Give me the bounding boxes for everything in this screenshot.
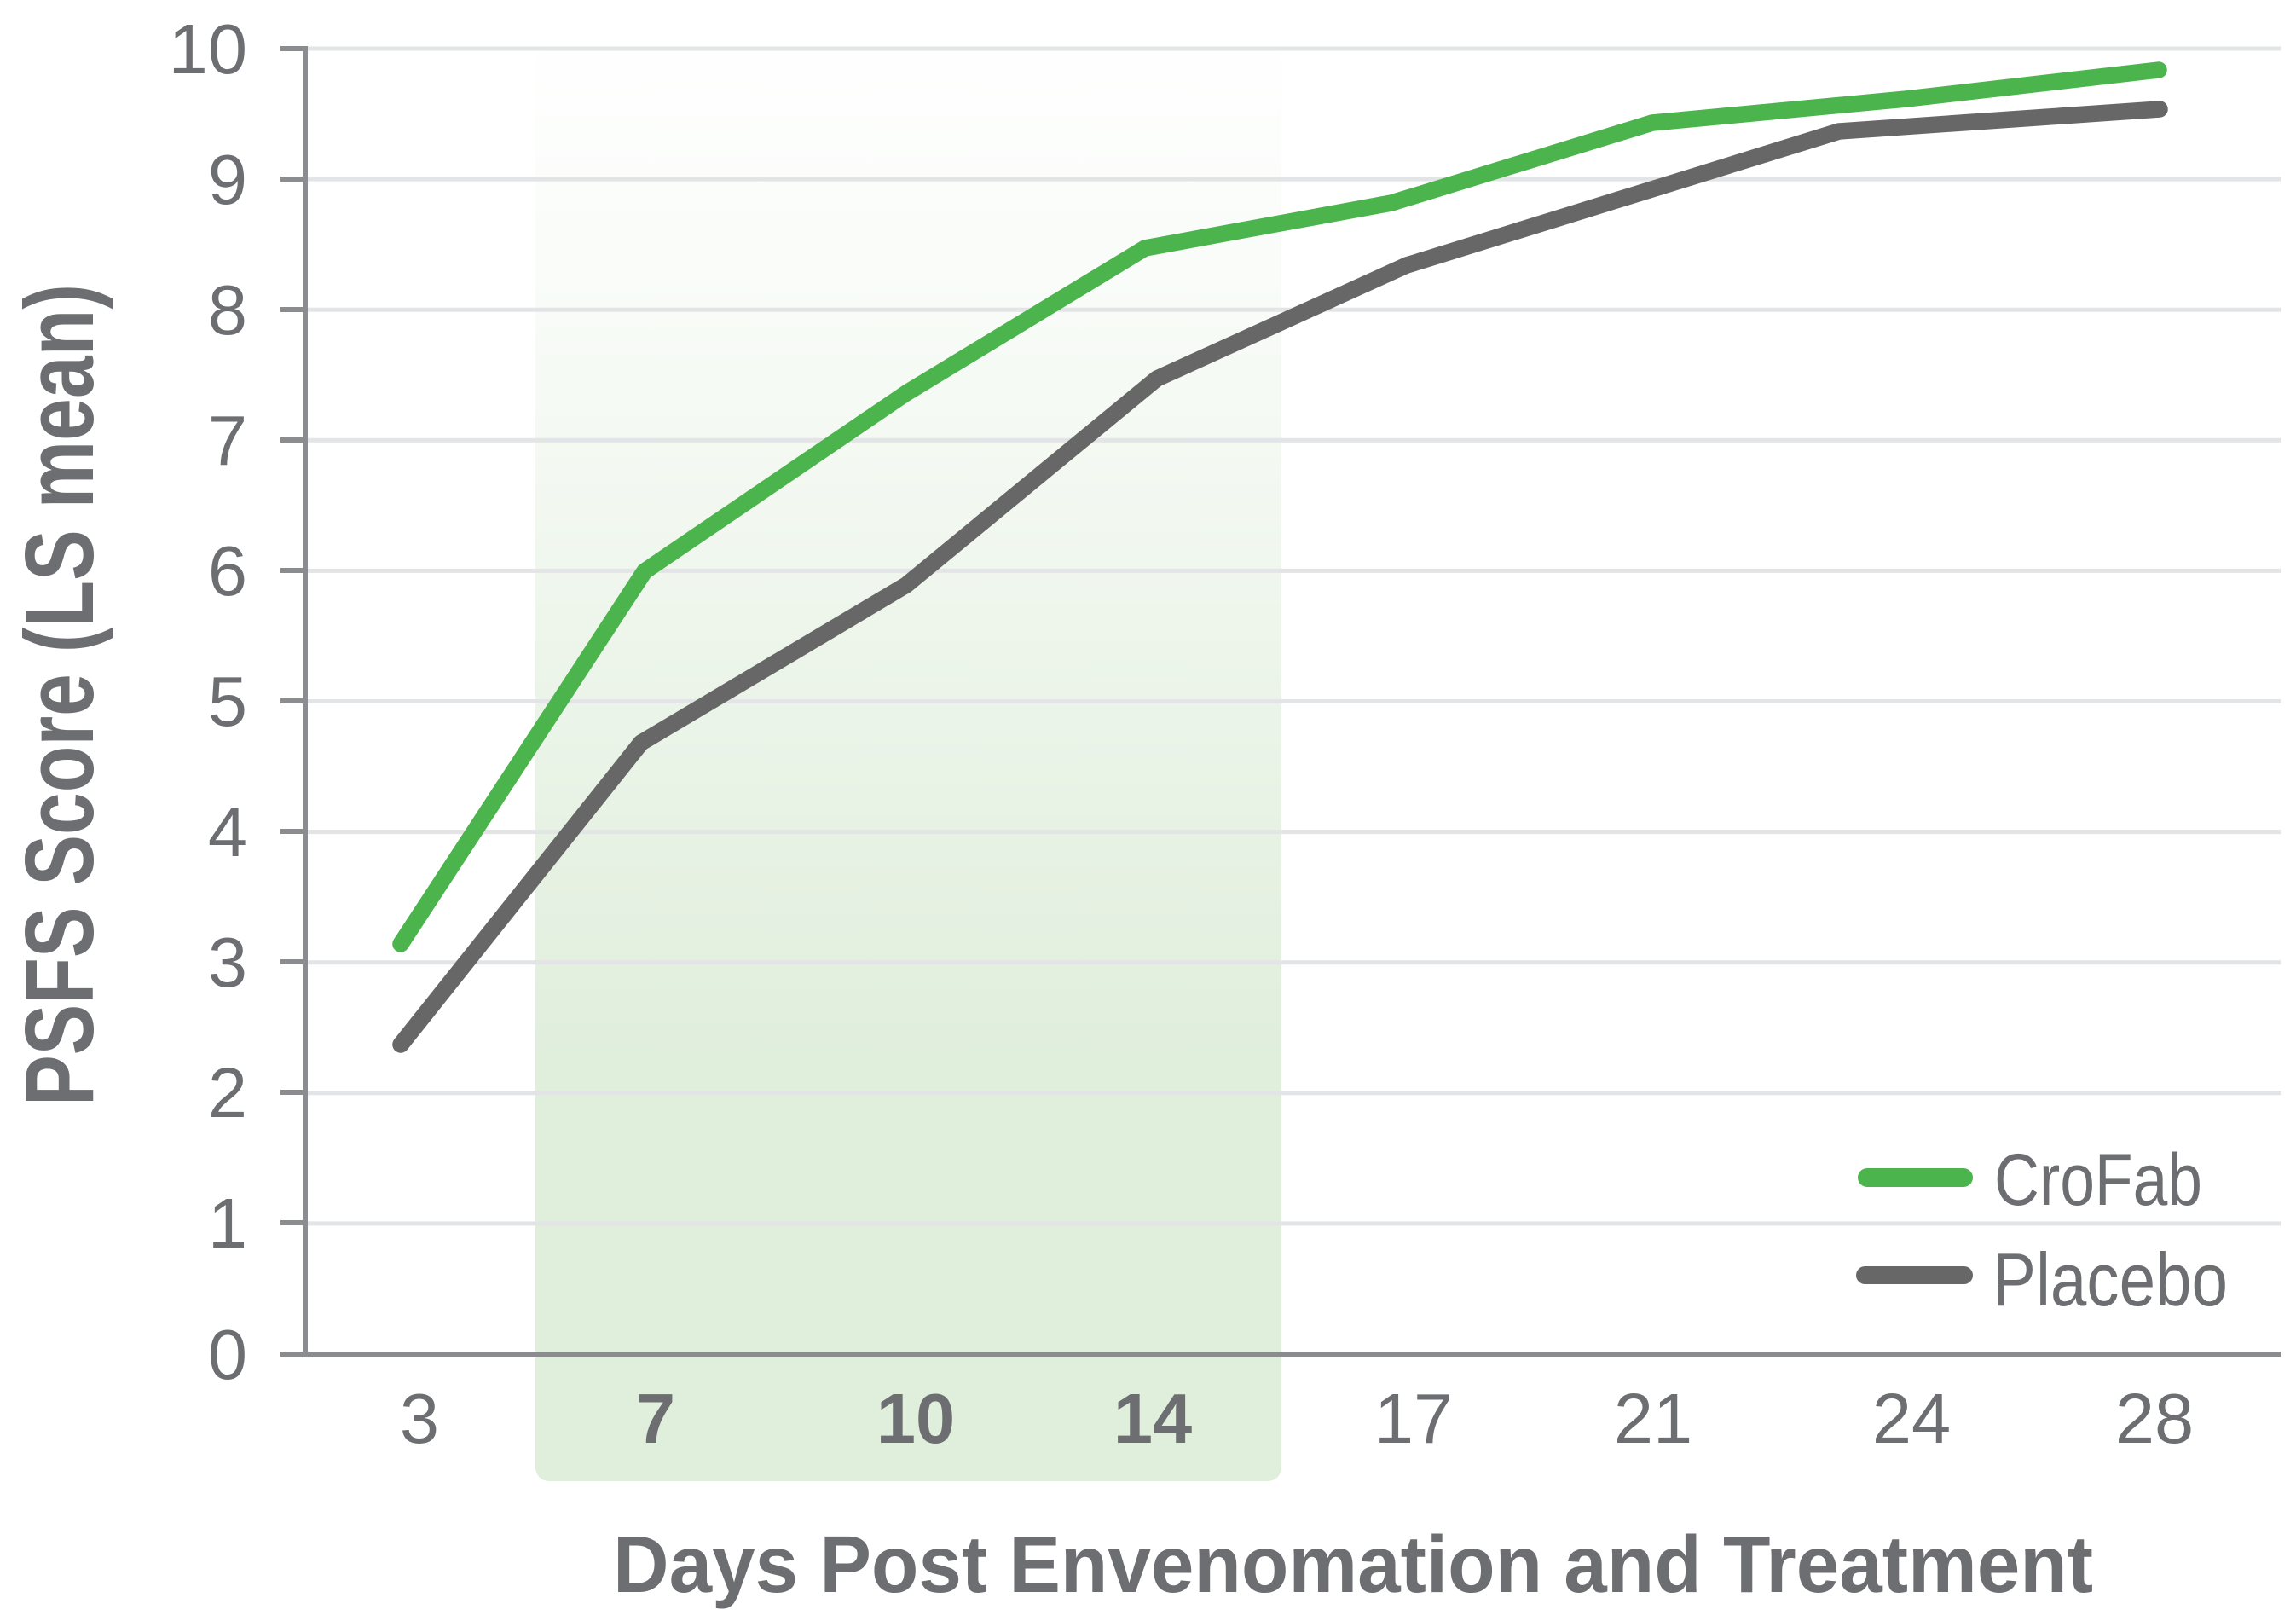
svg-text:8: 8 [208,270,247,350]
svg-text:7: 7 [636,1379,675,1458]
svg-text:5: 5 [208,662,247,741]
svg-text:3: 3 [400,1379,439,1458]
svg-text:10: 10 [876,1379,955,1458]
svg-text:Placebo: Placebo [1992,1237,2228,1322]
svg-text:10: 10 [169,9,247,89]
svg-text:3: 3 [208,923,247,1002]
svg-text:6: 6 [208,531,247,611]
svg-text:0: 0 [208,1315,247,1394]
svg-text:7: 7 [208,401,247,480]
svg-text:17: 17 [1374,1379,1453,1458]
svg-text:1: 1 [208,1184,247,1263]
svg-text:24: 24 [1872,1379,1951,1458]
svg-text:14: 14 [1113,1379,1192,1458]
svg-text:9: 9 [208,140,247,219]
svg-text:PSFS Score (LS mean): PSFS Score (LS mean) [6,284,114,1106]
svg-text:28: 28 [2115,1379,2194,1458]
svg-text:2: 2 [208,1053,247,1132]
svg-text:Days Post Envenomation and Tre: Days Post Envenomation and Treatment [613,1520,2093,1610]
svg-text:CroFab: CroFab [1994,1139,2202,1221]
svg-text:21: 21 [1614,1379,1692,1458]
svg-text:4: 4 [208,792,247,871]
